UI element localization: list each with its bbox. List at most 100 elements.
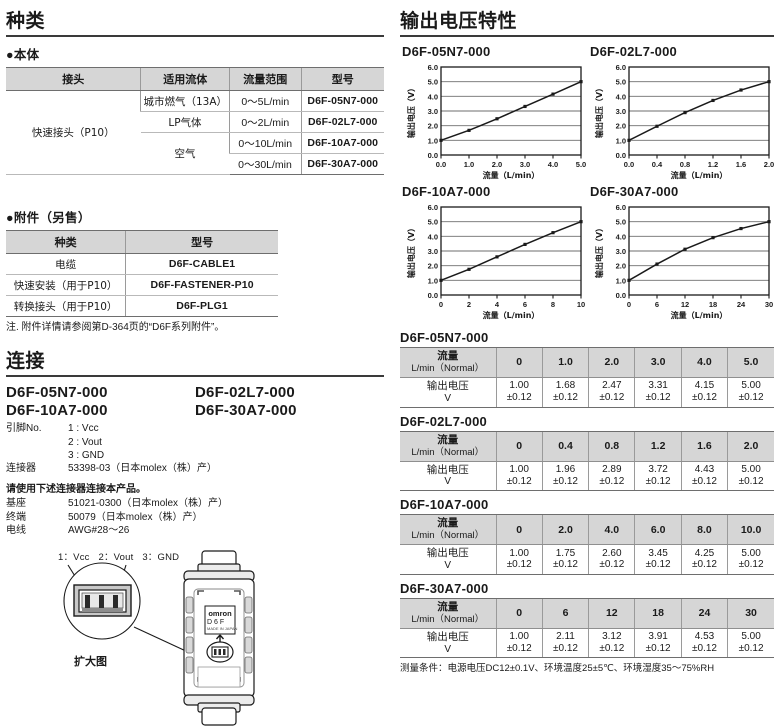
cell-range: 0～10L/min xyxy=(229,132,301,154)
svg-text:2.0: 2.0 xyxy=(616,122,626,131)
pin-value-3: 3 : GND xyxy=(68,449,105,461)
pin-row-1: 引脚No. 1 : Vcc xyxy=(6,422,384,435)
connection-divider xyxy=(6,375,384,377)
svg-text:1.0: 1.0 xyxy=(616,136,626,145)
usage-instruction: 请使用下述连接器连接本产品。 xyxy=(6,484,146,496)
flow-value-header: 0.4 xyxy=(541,430,589,462)
pin-row-2: 2 : Vout xyxy=(6,436,384,449)
voltage-value-cell: 5.00 ±0.12 xyxy=(727,628,774,659)
connector-illustration-svg: omron D 6 F MADE IN JAPAN xyxy=(63,550,255,726)
connector-value: 53398-03（日本molex（株）产） xyxy=(68,462,217,474)
svg-text:0.4: 0.4 xyxy=(652,160,663,169)
voltage-value-cell: 1.00 ±0.12 xyxy=(495,628,543,659)
flow-value-header: 30 xyxy=(727,597,774,629)
svg-text:3.0: 3.0 xyxy=(520,160,530,169)
voltage-table: 流量 L/min（Normal） 0 2.0 4.0 6.0 8.0 10.0 输出电压 V 1.0… xyxy=(400,514,774,575)
svg-text:0.0: 0.0 xyxy=(436,160,446,169)
col-header-kind: 种类 xyxy=(6,230,126,254)
table-row: 0～30L/min D6F-30A7-000 xyxy=(6,153,384,175)
voltage-value-cell: 1.00 ±0.12 xyxy=(495,461,543,492)
figure-pin-label-1: 1：Vcc xyxy=(58,551,90,563)
voltage-table: 流量 L/min（Normal） 0 1.0 2.0 3.0 4.0 5.0 输出电压 V 1.00… xyxy=(400,347,774,408)
table-header-row: 流量 L/min（Normal） 0 2.0 4.0 6.0 8.0 10.0 xyxy=(400,514,774,546)
figure-pin-labels: 1：Vcc 2：Vout 3：GND xyxy=(58,549,179,563)
connection-model-05n7: D6F-05N7-000 xyxy=(6,384,108,401)
device-brand-text: omron xyxy=(208,609,232,618)
voltage-value-cell: 4.25 ±0.12 xyxy=(680,544,728,575)
flow-row-label: 流量 L/min（Normal） xyxy=(400,347,496,378)
svg-text:0: 0 xyxy=(627,300,631,309)
svg-text:2.0: 2.0 xyxy=(428,122,438,131)
table-row: 输出电压 V 1.00 ±0.12 1.68 ±0.12 2.47 ±0.12 3.31 ±0.1… xyxy=(400,377,774,408)
svg-text:2.0: 2.0 xyxy=(764,160,774,169)
kv-spacer xyxy=(6,475,384,483)
flow-value-header: 3.0 xyxy=(634,347,682,378)
voltage-row-label: 输出电压 V xyxy=(400,377,496,408)
chart-y-axis-label: 输出电压（V） xyxy=(594,84,604,138)
voltage-value-cell: 5.00 ±0.12 xyxy=(727,377,774,408)
voltage-table: 流量 L/min（Normal） 0 0.4 0.8 1.2 1.6 2.0 输出电压 V 1.00… xyxy=(400,430,774,492)
figure-pin-label-3: 3：GND xyxy=(142,551,180,563)
voltage-table: 流量 L/min（Normal） 0 6 12 18 24 30 输出电压 V 1.00 ±0.12 2… xyxy=(400,597,774,659)
connector-figure: 1：Vcc 2：Vout 3：GND xyxy=(6,549,384,727)
svg-text:6.0: 6.0 xyxy=(428,203,438,212)
voltage-value-cell: 3.45 ±0.12 xyxy=(634,544,682,575)
svg-text:2.0: 2.0 xyxy=(492,160,502,169)
svg-text:4.0: 4.0 xyxy=(428,92,438,101)
flow-value-header: 2.0 xyxy=(727,430,774,462)
table-header-row: 接头 适用流体 流量范围 型号 xyxy=(6,67,384,91)
pin-spacer-2 xyxy=(6,436,68,449)
cell-model: D6F-05N7-000 xyxy=(300,90,384,112)
voltage-value-cell: 2.89 ±0.12 xyxy=(588,461,635,492)
flow-value-header: 24 xyxy=(680,597,728,629)
svg-text:8: 8 xyxy=(551,300,555,309)
magnified-connector-icon xyxy=(73,584,132,617)
cell-kind: 电缆 xyxy=(6,253,126,275)
svg-text:1.2: 1.2 xyxy=(708,160,718,169)
col-header-connector: 接头 xyxy=(6,67,141,91)
svg-text:3.0: 3.0 xyxy=(428,107,438,116)
connector-label: 连接器 xyxy=(6,462,36,474)
svg-text:30: 30 xyxy=(765,300,773,309)
chart-x-axis-label: 流量（L/min） xyxy=(483,310,540,320)
voltage-row-label: 输出电压 V xyxy=(400,461,496,492)
voltage-row-label: 输出电压 V xyxy=(400,628,496,659)
svg-text:0.0: 0.0 xyxy=(624,160,634,169)
table-header-row: 流量 L/min（Normal） 0 6 12 18 24 30 xyxy=(400,597,774,629)
voltage-tables-container: D6F-05N7-000 流量 L/min（Normal） 0 1.0 2.0 3.0 4.0… xyxy=(400,330,774,659)
voltage-table-title: D6F-10A7-000 xyxy=(400,497,489,513)
part-value-base: 51021-0300（日本molex（株）产） xyxy=(68,498,229,510)
voltage-value-cell: 1.00 ±0.12 xyxy=(495,544,543,575)
voltage-table-title: D6F-30A7-000 xyxy=(400,580,489,596)
flow-value-header: 5.0 xyxy=(727,347,774,378)
cell-model: D6F-02L7-000 xyxy=(300,111,384,133)
table-header-row: 流量 L/min（Normal） 0 1.0 2.0 3.0 4.0 5.0 xyxy=(400,347,774,378)
chart-y-axis-label: 输出电压（V） xyxy=(406,84,416,138)
chart-plot: 0.0 1.0 2.0 3.0 4.0 5.0 6.0 0 2 4 6 8 10 流量（L/min） 输出电… xyxy=(406,203,585,320)
svg-text:2.0: 2.0 xyxy=(428,262,438,271)
part-value-terminal: 50079（日本molex（株）产） xyxy=(68,511,203,523)
characteristics-divider xyxy=(400,35,774,37)
table-row: 输出电压 V 1.00 ±0.12 1.75 ±0.12 2.60 ±0.12 3.45 ±0.1… xyxy=(400,544,774,575)
svg-text:2.0: 2.0 xyxy=(616,262,626,271)
svg-text:0.8: 0.8 xyxy=(680,160,690,169)
flow-value-header: 10.0 xyxy=(727,514,774,546)
cell-range: 0～5L/min xyxy=(229,90,301,112)
col-header-range: 流量范围 xyxy=(229,67,301,91)
table-row: 空气 0～10L/min D6F-10A7-000 xyxy=(6,132,384,175)
voltage-value-cell: 4.15 ±0.12 xyxy=(680,377,728,408)
title-divider xyxy=(6,35,384,37)
pin-row-3: 3 : GND xyxy=(6,449,384,462)
part-label-base: 基座 xyxy=(6,498,26,510)
page-title: 种类 xyxy=(6,11,46,32)
cell-model: D6F-CABLE1 xyxy=(125,253,278,275)
col-header-fluid: 适用流体 xyxy=(140,67,230,91)
part-row-base: 基座 51021-0300（日本molex（株）产） xyxy=(6,497,384,510)
voltage-value-cell: 3.12 ±0.12 xyxy=(588,628,635,659)
col-header-model: 型号 xyxy=(300,67,384,91)
svg-text:1.0: 1.0 xyxy=(464,160,474,169)
table-header-row: 种类 型号 xyxy=(6,230,278,254)
chart-title: D6F-10A7-000 xyxy=(402,184,491,199)
table-row: LP气体 0～2L/min D6F-02L7-000 xyxy=(6,111,384,133)
cell-kind: 快速安装（用于P10） xyxy=(6,274,126,296)
